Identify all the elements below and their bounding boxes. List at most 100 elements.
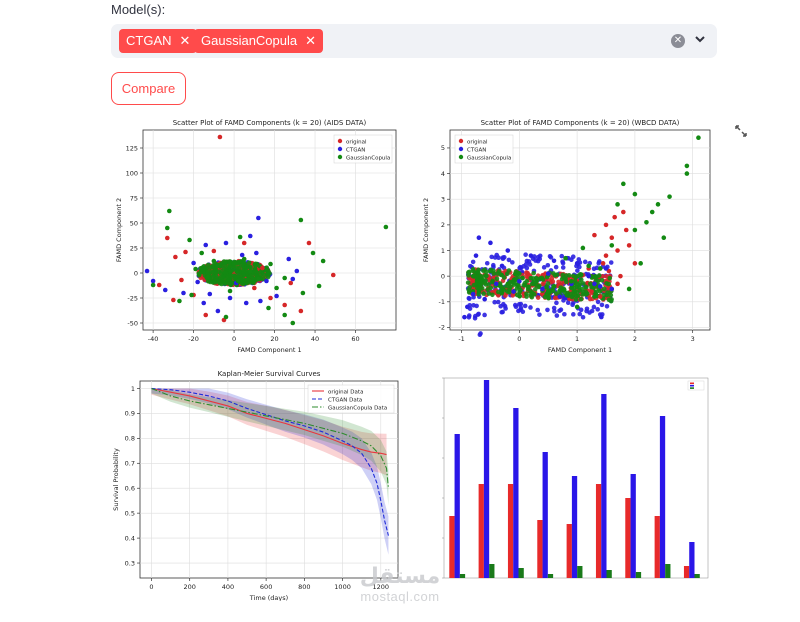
data-point bbox=[632, 227, 638, 233]
data-point bbox=[491, 262, 496, 268]
y-tick-label: 0.6 bbox=[125, 485, 135, 493]
data-point bbox=[632, 261, 638, 266]
data-point bbox=[604, 292, 610, 298]
data-point bbox=[256, 215, 261, 221]
data-point bbox=[564, 279, 569, 285]
data-point bbox=[551, 258, 557, 264]
chip-ctgan[interactable]: CTGAN ✕ bbox=[119, 29, 198, 53]
data-point bbox=[696, 135, 701, 140]
data-point bbox=[512, 302, 518, 308]
plot-area bbox=[139, 380, 399, 579]
data-point bbox=[583, 284, 589, 290]
data-point bbox=[290, 320, 296, 326]
x-tick-label: -40 bbox=[148, 335, 159, 343]
data-point bbox=[505, 248, 511, 253]
data-point bbox=[162, 287, 168, 293]
data-point bbox=[173, 254, 178, 260]
legend-box bbox=[687, 380, 705, 391]
bar bbox=[630, 474, 636, 578]
data-point bbox=[222, 260, 227, 266]
data-point bbox=[603, 266, 609, 271]
data-point bbox=[205, 274, 211, 280]
data-point bbox=[493, 281, 499, 287]
data-point bbox=[516, 308, 521, 314]
data-point bbox=[532, 286, 538, 292]
data-point bbox=[492, 255, 498, 260]
fullscreen-icon[interactable] bbox=[734, 124, 748, 138]
y-tick-label: 125 bbox=[126, 144, 138, 152]
legend-label: original Data bbox=[328, 389, 363, 395]
data-point bbox=[507, 289, 512, 295]
compare-button[interactable]: Compare bbox=[111, 72, 186, 105]
data-point bbox=[561, 298, 566, 303]
data-point bbox=[545, 271, 551, 276]
watermark-latin: mostaql.com bbox=[360, 589, 440, 604]
legend-marker bbox=[458, 154, 464, 160]
data-point bbox=[523, 262, 529, 267]
model-multiselect[interactable]: CTGAN ✕ GaussianCopula ✕ ✕ bbox=[111, 24, 717, 58]
data-point bbox=[167, 208, 172, 214]
data-point bbox=[494, 276, 500, 281]
data-point bbox=[667, 194, 672, 199]
bar bbox=[683, 566, 690, 578]
data-point bbox=[609, 243, 615, 248]
y-tick-label: 0.7 bbox=[125, 460, 135, 468]
data-point bbox=[530, 276, 536, 281]
data-point bbox=[156, 282, 162, 288]
data-point bbox=[563, 255, 568, 261]
y-tick-label: 100 bbox=[126, 169, 138, 177]
data-point bbox=[320, 258, 326, 264]
remove-chip-icon[interactable]: ✕ bbox=[179, 33, 191, 48]
legend-label: GaussianCopula Data bbox=[328, 405, 387, 411]
y-tick-label: 0.5 bbox=[125, 509, 135, 517]
remove-chip-icon[interactable]: ✕ bbox=[305, 33, 317, 48]
data-point bbox=[538, 276, 543, 282]
data-point bbox=[608, 260, 614, 265]
data-point bbox=[491, 271, 497, 276]
data-point bbox=[569, 278, 574, 284]
data-point bbox=[592, 294, 597, 299]
data-point bbox=[239, 252, 245, 258]
data-point bbox=[200, 265, 206, 271]
data-point bbox=[597, 312, 603, 317]
chevron-down-icon[interactable] bbox=[693, 32, 707, 46]
y-tick-label: 25 bbox=[130, 244, 138, 252]
data-point bbox=[523, 252, 528, 257]
y-tick-label: 1 bbox=[441, 247, 445, 255]
data-point bbox=[507, 286, 512, 292]
data-point bbox=[474, 285, 480, 291]
data-point bbox=[492, 299, 497, 305]
data-point bbox=[525, 284, 531, 290]
data-point bbox=[228, 282, 233, 287]
data-point bbox=[211, 258, 217, 264]
data-point bbox=[265, 271, 270, 276]
bar bbox=[513, 408, 519, 578]
data-point bbox=[203, 312, 209, 318]
models-label: Model(s): bbox=[111, 2, 166, 17]
data-point bbox=[265, 274, 271, 280]
x-tick-label: -1 bbox=[458, 335, 464, 343]
data-point bbox=[473, 253, 479, 258]
data-point bbox=[465, 304, 470, 310]
chip-gaussiancopula[interactable]: GaussianCopula ✕ bbox=[194, 29, 324, 53]
data-point bbox=[191, 260, 196, 266]
data-point bbox=[545, 289, 551, 294]
data-point bbox=[471, 268, 476, 274]
data-point bbox=[568, 291, 573, 297]
data-point bbox=[603, 253, 609, 258]
data-point bbox=[228, 269, 233, 274]
data-point bbox=[189, 292, 194, 298]
bar bbox=[547, 574, 554, 578]
y-tick-label: 4 bbox=[441, 170, 445, 178]
data-point bbox=[247, 268, 253, 274]
data-point bbox=[545, 307, 550, 313]
data-point bbox=[591, 266, 597, 272]
data-point bbox=[244, 264, 250, 269]
data-point bbox=[644, 220, 649, 225]
data-point bbox=[603, 222, 609, 228]
data-point bbox=[282, 275, 287, 281]
data-point bbox=[489, 254, 495, 260]
data-point bbox=[472, 315, 478, 321]
data-point bbox=[223, 240, 229, 246]
clear-all-icon[interactable]: ✕ bbox=[671, 34, 685, 48]
